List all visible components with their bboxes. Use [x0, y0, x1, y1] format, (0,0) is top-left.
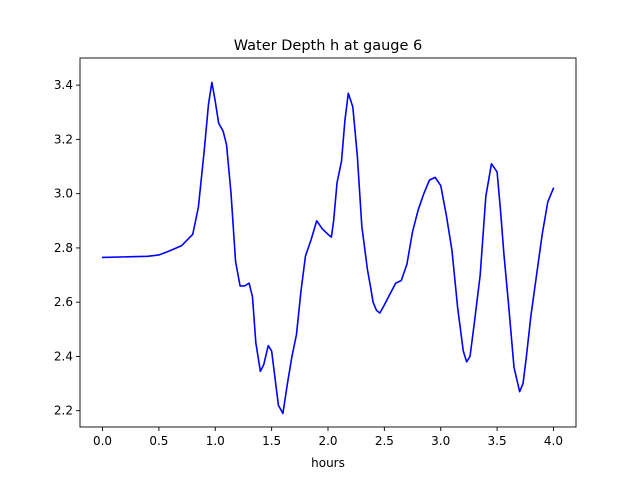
x-tick-label: 1.0: [206, 434, 225, 448]
series-line-0: [101, 81, 555, 415]
x-tick-label: 3.5: [488, 434, 507, 448]
y-tick-label: 3.0: [54, 187, 73, 201]
y-tick-label: 3.2: [54, 132, 73, 146]
axes-frame: [79, 57, 577, 428]
y-tick-label: 2.6: [54, 295, 73, 309]
x-tick-label: 2.0: [318, 434, 337, 448]
x-tick-label: 0.0: [93, 434, 112, 448]
axes-layer: 0.0 0.5 1.0 1.5 2.0 2.5 3.0 3.5 4.0 2.2 2.4 2.6 2.8 3…: [54, 57, 577, 448]
y-tick-label: 2.2: [54, 404, 73, 418]
x-axis-label: hours: [311, 456, 345, 470]
x-tick-label: 0.5: [149, 434, 168, 448]
plot-layer: [101, 81, 555, 415]
chart-title: Water Depth h at gauge 6: [234, 38, 422, 54]
y-tick-label: 2.8: [54, 241, 73, 255]
x-tick-label: 4.0: [544, 434, 563, 448]
y-tick-label: 3.4: [54, 78, 73, 92]
x-tick-label: 1.5: [262, 434, 281, 448]
x-tick-label: 2.5: [375, 434, 394, 448]
y-tick-label: 2.4: [54, 349, 73, 363]
x-tick-label: 3.0: [431, 434, 450, 448]
